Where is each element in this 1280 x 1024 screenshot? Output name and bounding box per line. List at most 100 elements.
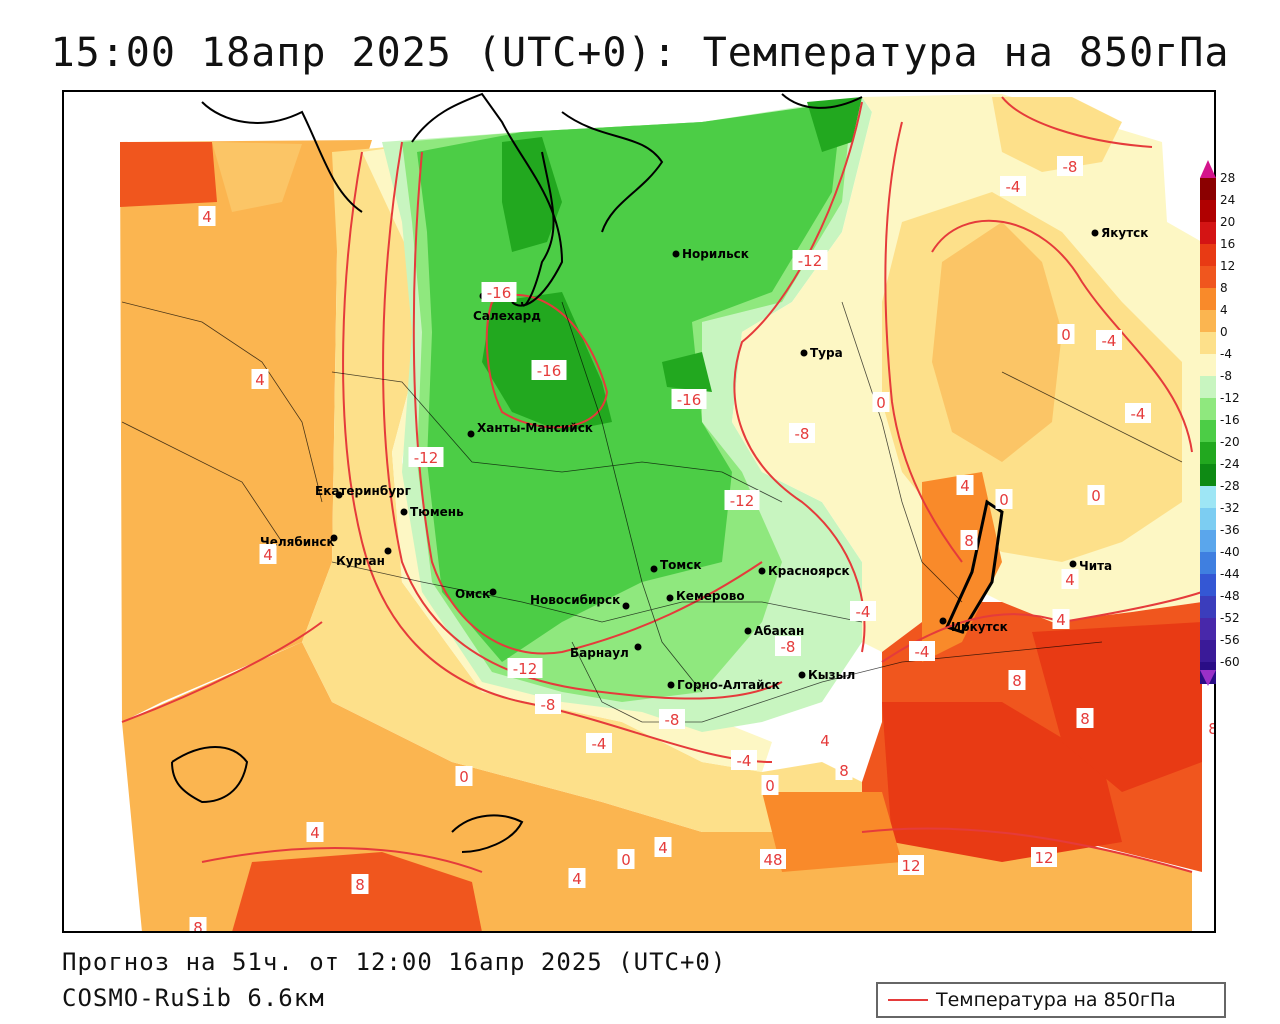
contour-label-background [850, 601, 876, 621]
contour-value-label: 0 [999, 491, 1009, 509]
contour-value-label: -8 [781, 638, 796, 656]
contour-label-background [351, 874, 369, 894]
colorbar-tick-label: -4 [1220, 347, 1232, 361]
contour-label-background [654, 837, 672, 857]
contour-label-background [909, 641, 935, 661]
contour-value-label: 4 [263, 546, 273, 564]
contour-label-background [792, 250, 828, 270]
city-dot [800, 349, 808, 357]
contour-label-background [455, 766, 473, 786]
colorbar-bin [1200, 508, 1216, 530]
contour-label-background [724, 490, 760, 510]
city-dot [634, 643, 642, 651]
contour-value-label: 0 [1091, 487, 1101, 505]
city-dot [672, 250, 680, 258]
colorbar-bin [1200, 530, 1216, 552]
contour-label-background [671, 389, 707, 409]
colorbar-bin [1200, 596, 1216, 618]
contour-label-background [731, 750, 757, 770]
city-label: Курган [336, 554, 385, 568]
colorbar-bin [1200, 376, 1216, 398]
colorbar-tick-label: -40 [1220, 545, 1240, 559]
contour-value-labels: 444-16-16-16-12-12-12-12-8-8-8-8-8-4-4-4… [189, 156, 1214, 931]
temperature-colorbar: 28 24 20 16 12 8 4 0 -4 -8 -12 -16 -20 -24 -28 -32 -36 -4… [1200, 160, 1240, 686]
colorbar-bin [1200, 244, 1216, 266]
contour-value-label: 8 [193, 919, 203, 931]
contour-value-label: -12 [414, 449, 439, 467]
contour-value-label: 4 [255, 371, 265, 389]
contour-value-label: 4 [572, 870, 582, 888]
contour-value-label: 0 [459, 768, 469, 786]
colorbar-bin [1200, 420, 1216, 442]
contour-value-label: 8 [964, 532, 974, 550]
city-label: Екатеринбург [315, 484, 411, 498]
city-dot [1069, 560, 1077, 568]
temperature-map[interactable]: Норильск Салехард Тура Якутск Ханты-Мансийск… [62, 90, 1216, 933]
colorbar-bin [1200, 332, 1216, 354]
contour-value-label: -4 [856, 603, 871, 621]
contour-value-label: -4 [915, 643, 930, 661]
contour-label-background [568, 868, 586, 888]
colorbar-bin [1200, 574, 1216, 596]
city-label: Якутск [1101, 226, 1148, 240]
city-label: Кемерово [676, 589, 745, 603]
city-dot [666, 594, 674, 602]
colorbar-bin [1200, 552, 1216, 574]
contour-label-background [1087, 485, 1105, 505]
contour-label-background [1057, 324, 1075, 344]
contour-value-label: 0 [876, 394, 886, 412]
contour-label-background [535, 694, 561, 714]
city-dot [667, 681, 675, 689]
contour-label-background [775, 636, 801, 656]
admin-borders [121, 301, 1183, 723]
contour-label-background [761, 775, 779, 795]
contour-label-background [835, 760, 853, 780]
city-label: Норильск [682, 247, 749, 261]
legend-line-swatch [888, 999, 928, 1001]
contour-label-background [507, 658, 543, 678]
colorbar-tick-label: -32 [1220, 501, 1240, 515]
city-dot [335, 491, 343, 499]
contour-value-label: 0 [621, 851, 631, 869]
colorbar-tick-label: -12 [1220, 391, 1240, 405]
colorbar-tick-label: 16 [1220, 237, 1235, 251]
contour-value-label: 4 [1065, 571, 1075, 589]
city-dot [489, 588, 497, 596]
contour-value-label: 0 [1061, 326, 1071, 344]
contour-value-label: 48 [763, 851, 782, 869]
contour-label-background [617, 849, 635, 869]
contour-value-label: -8 [541, 696, 556, 714]
city-label: Омск [455, 587, 490, 601]
contour-value-label: 12 [1034, 849, 1053, 867]
contour-label-background [872, 392, 890, 412]
contour-value-label: 12 [901, 857, 920, 875]
colorbar-tick-label: 8 [1220, 281, 1228, 295]
colorbar-bin [1200, 288, 1216, 310]
city-dot [744, 627, 752, 635]
contour-value-label: 8 [839, 762, 849, 780]
city-dot [467, 430, 475, 438]
map-title: 15:00 18апр 2025 (UTC+0): Температура на… [50, 30, 1230, 76]
contour-label-background [251, 369, 269, 389]
contour-label-background [995, 489, 1013, 509]
colorbar-bin [1200, 178, 1216, 200]
colorbar-tick-label: -28 [1220, 479, 1240, 493]
contour-label-background [1052, 609, 1070, 629]
colorbar-bin [1200, 442, 1216, 464]
contour-value-label: 4 [658, 839, 668, 857]
city-label: Иркутск [951, 620, 1008, 634]
city-label: Тура [810, 346, 843, 360]
city-label: Абакан [754, 624, 804, 638]
contour-value-label: -8 [665, 711, 680, 729]
contour-value-label: -4 [1131, 405, 1146, 423]
colorbar-tick-label: -36 [1220, 523, 1240, 537]
city-dot [1091, 229, 1099, 237]
contour-label-background [1057, 156, 1083, 176]
contour-value-label: -12 [798, 252, 823, 270]
city-markers: Норильск Салехард Тура Якутск Ханты-Мансийск… [260, 226, 1148, 692]
colorbar-tick-label: 12 [1220, 259, 1235, 273]
colorbar-bin [1200, 200, 1216, 222]
city-label: Кызыл [808, 668, 855, 682]
colorbar-bin [1200, 618, 1216, 640]
contour-value-label: -8 [1063, 158, 1078, 176]
